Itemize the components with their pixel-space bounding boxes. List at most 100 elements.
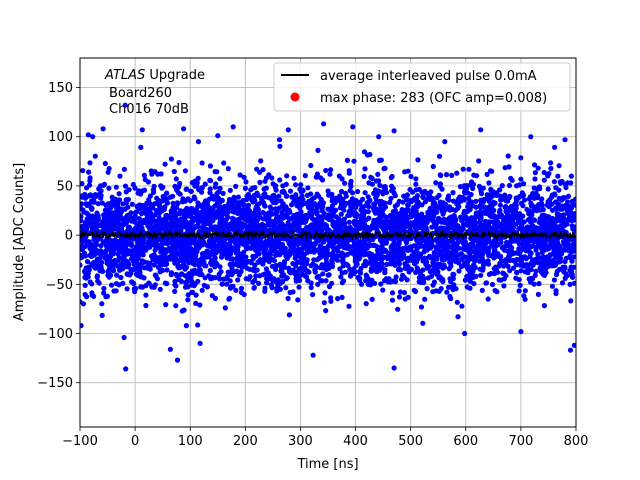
plot-frame bbox=[79, 57, 577, 428]
scatter-point bbox=[250, 242, 257, 248]
scatter-point bbox=[308, 162, 314, 169]
scatter-point bbox=[421, 249, 427, 255]
scatter-point bbox=[258, 158, 264, 164]
scatter-point bbox=[339, 176, 345, 182]
scatter-point bbox=[143, 283, 149, 289]
scatter-point bbox=[80, 299, 83, 305]
scatter-point bbox=[217, 176, 223, 182]
scatter-point bbox=[205, 250, 212, 256]
scatter-point bbox=[290, 267, 296, 273]
scatter-point bbox=[109, 282, 115, 288]
scatter-point bbox=[192, 223, 198, 230]
scatter-point bbox=[184, 205, 190, 211]
scatter-point bbox=[93, 261, 99, 267]
scatter-point bbox=[308, 240, 314, 247]
scatter-point bbox=[533, 268, 539, 274]
scatter-point bbox=[262, 254, 268, 260]
scatter-point bbox=[297, 277, 303, 283]
scatter-point bbox=[92, 153, 98, 159]
scatter-point bbox=[143, 292, 149, 298]
scatter-point bbox=[473, 198, 479, 204]
scatter-point bbox=[539, 212, 546, 218]
scatter-point bbox=[491, 207, 497, 213]
scatter-point bbox=[477, 243, 484, 249]
scatter-point bbox=[160, 193, 166, 200]
scatter-point bbox=[351, 158, 357, 164]
scatter-point bbox=[389, 188, 395, 194]
scatter-point bbox=[210, 205, 216, 211]
scatter-point bbox=[87, 279, 93, 285]
scatter-point bbox=[560, 217, 566, 223]
scatter-point bbox=[114, 272, 120, 278]
scatter-point bbox=[158, 171, 164, 177]
scatter-point bbox=[545, 186, 551, 192]
scatter-point bbox=[301, 255, 307, 261]
scatter-point bbox=[478, 210, 484, 216]
average-pulse-series bbox=[80, 229, 576, 241]
scatter-point bbox=[81, 209, 87, 215]
scatter-point bbox=[85, 211, 91, 217]
scatter-point bbox=[278, 246, 284, 252]
scatter-point bbox=[556, 163, 562, 169]
scatter-point bbox=[315, 281, 321, 287]
scatter-point bbox=[396, 294, 403, 300]
scatter-point bbox=[223, 221, 229, 227]
scatter-point bbox=[187, 222, 193, 228]
scatter-point bbox=[464, 185, 470, 191]
scatter-point bbox=[274, 217, 281, 223]
scatter-point bbox=[355, 189, 361, 195]
scatter-point bbox=[225, 214, 231, 220]
scatter-point bbox=[141, 172, 147, 178]
scatter-point bbox=[289, 202, 295, 208]
scatter-point bbox=[323, 167, 329, 174]
x-tick-label: −100 bbox=[62, 434, 98, 449]
scatter-point bbox=[401, 290, 407, 296]
scatter-point bbox=[298, 182, 304, 188]
scatter-point bbox=[224, 254, 231, 260]
scatter-point bbox=[80, 252, 83, 258]
scatter-point bbox=[547, 197, 553, 203]
scatter-point bbox=[362, 239, 368, 245]
scatter-point bbox=[480, 262, 487, 268]
scatter-point bbox=[328, 295, 334, 301]
scatter-point bbox=[108, 220, 114, 226]
scatter-point bbox=[358, 207, 364, 213]
scatter-point bbox=[304, 268, 310, 274]
scatter-point bbox=[92, 243, 98, 249]
scatter-point bbox=[158, 262, 164, 268]
scatter-point bbox=[207, 190, 213, 196]
scatter-point bbox=[132, 210, 139, 216]
scatter-point bbox=[317, 245, 323, 251]
scatter-point bbox=[280, 188, 287, 194]
scatter-point bbox=[214, 193, 220, 199]
scatter-point bbox=[346, 219, 352, 225]
scatter-point bbox=[89, 216, 95, 222]
scatter-outlier-point bbox=[90, 134, 96, 140]
scatter-point bbox=[441, 264, 448, 270]
scatter-point bbox=[264, 280, 270, 286]
scatter-point bbox=[408, 198, 414, 204]
scatter-point bbox=[532, 162, 538, 168]
scatter-point bbox=[433, 244, 439, 250]
scatter-point bbox=[493, 267, 499, 273]
scatter-point bbox=[479, 287, 485, 293]
scatter-point bbox=[536, 281, 542, 287]
scatter-outlier-point bbox=[100, 126, 106, 132]
scatter-point bbox=[164, 200, 170, 206]
scatter-point bbox=[422, 296, 428, 302]
scatter-point bbox=[321, 246, 327, 252]
scatter-point bbox=[363, 301, 369, 307]
scatter-point bbox=[262, 203, 268, 209]
scatter-point bbox=[87, 245, 93, 252]
scatter-point bbox=[256, 280, 262, 286]
scatter-point bbox=[118, 206, 124, 212]
scatter-point bbox=[290, 289, 296, 295]
scatter-point bbox=[373, 178, 380, 184]
scatter-point bbox=[319, 214, 325, 220]
scatter-point bbox=[416, 201, 423, 208]
scatter-point bbox=[572, 202, 576, 208]
scatter-point bbox=[380, 287, 386, 293]
scatter-point bbox=[109, 226, 115, 232]
scatter-point bbox=[80, 224, 86, 230]
scatter-point bbox=[434, 219, 440, 225]
